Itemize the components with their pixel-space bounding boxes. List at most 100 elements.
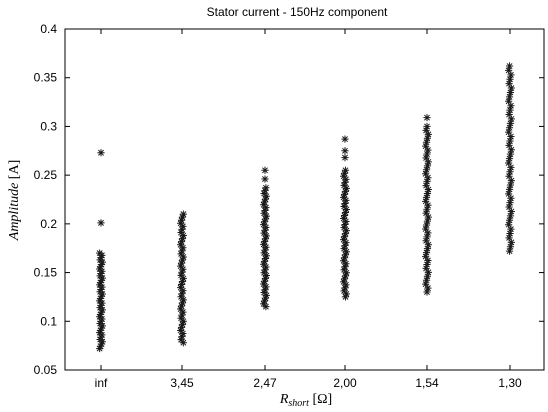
data-point [341, 251, 350, 259]
data-point [507, 163, 515, 171]
data-point [261, 226, 269, 234]
data-point [177, 238, 186, 246]
data-point [505, 62, 514, 70]
data-point [177, 219, 185, 227]
data-point [424, 229, 432, 237]
data-point [96, 310, 105, 319]
data-points [96, 62, 515, 353]
data-point [506, 199, 514, 207]
data-point [97, 340, 106, 348]
data-point [422, 166, 431, 174]
x-tick-label: inf [95, 376, 108, 390]
data-point [340, 169, 349, 177]
data-point [179, 265, 187, 273]
data-point [261, 206, 269, 215]
x-axis-label-sub: short [288, 398, 309, 409]
x-tick-label: 2,00 [333, 376, 357, 390]
data-point [177, 305, 185, 313]
data-point [422, 181, 430, 190]
data-point [341, 220, 349, 229]
data-point [96, 342, 105, 350]
data-point [96, 344, 104, 353]
data-point [96, 256, 104, 264]
data-point [505, 234, 513, 242]
data-point [97, 276, 106, 284]
data-point [96, 272, 104, 280]
data-point [261, 286, 269, 294]
data-point [261, 195, 270, 203]
data-point [260, 300, 268, 308]
data-point [177, 302, 186, 310]
data-point [340, 287, 348, 295]
data-point [96, 297, 104, 305]
data-point [505, 216, 514, 224]
data-point [96, 304, 104, 312]
data-point [340, 266, 348, 274]
data-point [177, 293, 185, 301]
data-point [341, 187, 350, 195]
data-point [97, 333, 105, 341]
data-point [424, 213, 432, 221]
data-point [179, 210, 187, 218]
data-point [505, 97, 513, 105]
data-point [423, 260, 431, 269]
data-point [423, 288, 431, 296]
data-point [260, 209, 268, 217]
x-axis-label: Rshort [Ω] [279, 392, 332, 409]
data-point [341, 135, 349, 143]
data-point [422, 197, 430, 205]
data-point [422, 280, 430, 288]
data-point [260, 240, 268, 249]
data-point [260, 201, 268, 209]
data-point [178, 277, 187, 286]
data-point [97, 269, 105, 278]
data-point [97, 301, 105, 309]
data-point [341, 154, 349, 162]
y-tick-label: 0.4 [40, 22, 57, 36]
data-point [424, 201, 432, 209]
data-point [341, 272, 350, 280]
data-point [97, 254, 105, 262]
y-tick-label: 0.1 [40, 314, 57, 328]
y-tick-label: 0.35 [34, 71, 58, 85]
data-point [96, 288, 104, 296]
data-point [177, 271, 185, 279]
data-point [177, 259, 186, 267]
data-point [341, 284, 349, 292]
data-point [340, 245, 348, 253]
data-point [177, 323, 186, 332]
data-point [261, 235, 270, 243]
data-point [507, 84, 515, 92]
data-point [505, 172, 513, 180]
data-point [424, 146, 432, 154]
data-point [96, 249, 104, 257]
data-point [422, 221, 431, 229]
data-point [422, 126, 430, 134]
data-point [505, 141, 513, 149]
data-point [261, 294, 270, 302]
data-point [179, 287, 187, 295]
data-point [342, 290, 350, 298]
data-point [424, 284, 432, 292]
data-point [424, 185, 432, 194]
data-point [261, 175, 269, 183]
data-point [179, 244, 187, 252]
data-point [506, 106, 514, 114]
data-point [423, 114, 431, 122]
data-point [341, 293, 350, 301]
data-point [505, 154, 514, 163]
data-point [178, 311, 186, 319]
y-axis-ticks: 0.05 0.1 0.15 0.2 0.25 0.3 0.35 0.4 [34, 22, 544, 377]
y-axis-label: Amplitude [A] [7, 160, 22, 241]
data-point [342, 281, 350, 289]
data-point [177, 262, 185, 270]
data-point [179, 231, 187, 240]
data-point [260, 189, 268, 198]
data-point [260, 260, 268, 268]
data-point [178, 290, 186, 298]
data-point [260, 220, 268, 229]
data-point [422, 249, 431, 257]
data-point [260, 277, 269, 285]
x-axis-ticks: inf 3,45 2,47 2,00 1,54 1,30 [95, 29, 522, 390]
